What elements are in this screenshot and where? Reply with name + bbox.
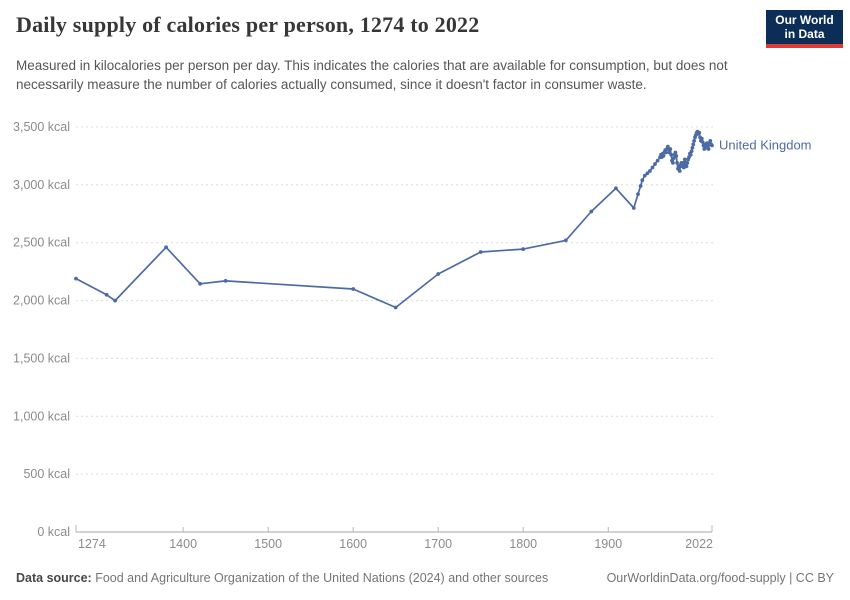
y-tick-label: 2,000 kcal	[13, 294, 70, 308]
data-point-marker	[677, 169, 682, 173]
data-point-marker	[700, 140, 705, 144]
x-tick-label: 1800	[509, 537, 537, 551]
x-tick-label: 2022	[685, 537, 713, 551]
data-point-marker	[691, 142, 696, 147]
data-point-marker	[642, 173, 647, 178]
page-title: Daily supply of calories per person, 127…	[16, 12, 480, 37]
data-point-marker	[710, 143, 714, 148]
data-point-marker	[671, 156, 676, 161]
data-point-marker	[104, 292, 109, 297]
data-point-marker	[589, 209, 594, 214]
data-point-marker	[164, 245, 169, 250]
data-point-marker	[653, 162, 657, 166]
data-point-marker	[685, 161, 690, 165]
data-point-marker	[645, 171, 650, 176]
data-point-marker	[661, 154, 666, 158]
data-point-marker	[648, 169, 652, 173]
data-source-label: Data source:	[16, 571, 92, 585]
calorie-supply-line-chart[interactable]: 0 kcal 500 kcal 1,000 kcal 1,500 kcal 2,000 …	[0, 110, 850, 570]
data-point-marker	[640, 178, 645, 183]
axis-labels: 0 kcal 500 kcal 1,000 kcal 1,500 kcal 2,000 …	[13, 120, 713, 551]
data-point-marker	[436, 272, 441, 276]
gridlines	[76, 126, 715, 475]
data-point-marker	[690, 145, 695, 150]
credit-link[interactable]: OurWorldinData.org/food-supply | CC BY	[606, 571, 834, 585]
entity-label-united-kingdom[interactable]: United Kingdom	[719, 138, 812, 153]
data-point-marker	[198, 281, 203, 286]
data-point-marker	[674, 154, 679, 158]
data-point-marker	[673, 150, 678, 155]
x-tick-label: 1600	[339, 537, 367, 551]
x-axis	[75, 525, 713, 533]
series-line	[75, 130, 713, 309]
data-point-marker	[692, 139, 696, 143]
data-point-marker	[697, 130, 702, 135]
chart-subtitle: Measured in kilocalories per person per …	[16, 58, 728, 93]
data-point-marker	[668, 147, 673, 151]
data-point-marker	[688, 152, 693, 157]
y-tick-label: 500 kcal	[23, 467, 70, 481]
data-point-marker	[675, 161, 679, 165]
x-tick-label: 1500	[254, 537, 282, 551]
data-point-marker	[113, 298, 117, 303]
data-point-marker	[631, 206, 636, 210]
data-point-marker	[636, 192, 640, 196]
owid-logo-line1: Our World	[775, 12, 834, 27]
data-point-marker	[684, 164, 689, 169]
data-point-marker	[706, 147, 711, 151]
chart-footer: Data source: Food and Agriculture Organi…	[16, 571, 834, 585]
owid-logo[interactable]: Our World in Data	[766, 10, 843, 48]
data-point-marker	[478, 250, 483, 254]
data-source-value: Food and Agriculture Organization of the…	[91, 571, 549, 585]
owid-logo-line2: in Data	[784, 27, 825, 41]
data-point-marker	[638, 184, 643, 188]
data-source-text: Data source: Food and Agriculture Organi…	[16, 571, 548, 585]
data-point-marker	[682, 157, 687, 162]
series-united-kingdom[interactable]	[74, 129, 714, 310]
data-point-marker	[614, 186, 618, 191]
y-tick-label: 3,000 kcal	[13, 178, 70, 192]
data-point-marker	[521, 247, 526, 252]
y-tick-label: 2,500 kcal	[13, 236, 70, 250]
data-point-marker	[671, 161, 675, 165]
data-point-marker	[669, 152, 674, 157]
data-point-marker	[664, 150, 668, 155]
data-point-marker	[223, 279, 228, 283]
x-tick-label: 1700	[424, 537, 452, 551]
data-point-marker	[708, 139, 713, 143]
y-tick-label: 3,500 kcal	[13, 120, 70, 134]
data-point-marker	[351, 287, 356, 291]
x-tick-label: 1900	[594, 537, 622, 551]
data-point-marker	[699, 136, 704, 141]
y-tick-label: 1,500 kcal	[13, 351, 70, 365]
data-point-marker	[74, 276, 78, 281]
data-point-marker	[650, 165, 655, 170]
y-tick-label: 1,000 kcal	[13, 409, 70, 423]
y-tick-label: 0 kcal	[37, 525, 70, 539]
data-point-marker	[563, 238, 568, 243]
x-tick-label: 1274	[78, 537, 106, 551]
x-tick-label: 1400	[169, 537, 197, 551]
data-point-marker	[393, 305, 398, 310]
data-point-marker	[689, 149, 694, 154]
data-point-marker	[655, 158, 660, 163]
